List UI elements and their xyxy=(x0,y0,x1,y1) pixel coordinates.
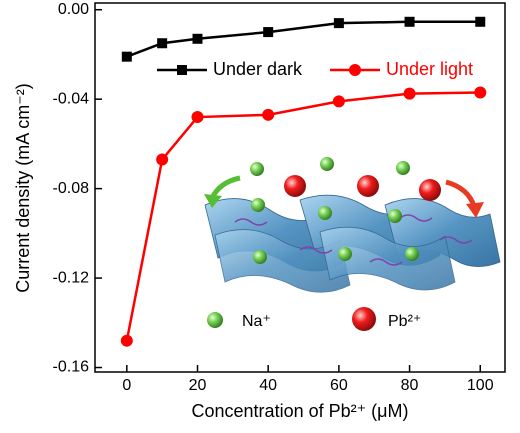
marker xyxy=(156,153,169,166)
marker xyxy=(263,27,274,38)
x-tick-label: 20 xyxy=(189,377,207,394)
marker xyxy=(474,86,487,99)
marker xyxy=(332,95,345,108)
y-tick-label: -0.16 xyxy=(53,359,90,376)
marker xyxy=(333,18,344,29)
annotation: Pb²⁺ xyxy=(388,313,421,330)
marker xyxy=(403,87,416,100)
marker xyxy=(262,108,275,121)
marker xyxy=(157,38,168,49)
x-axis-title: Concentration of Pb²⁺ (μM) xyxy=(192,401,409,421)
legend-marker xyxy=(349,64,361,76)
legend-marker xyxy=(177,65,187,75)
marker xyxy=(120,334,133,347)
y-axis-title: Current density (mA cm⁻²) xyxy=(13,83,33,293)
series-line xyxy=(126,20,481,58)
y-tick-label: -0.08 xyxy=(53,180,90,197)
marker xyxy=(475,16,486,27)
marker xyxy=(121,51,132,62)
x-tick-label: 100 xyxy=(467,377,494,394)
legend-label: Under dark xyxy=(213,59,303,79)
y-tick-label: 0.00 xyxy=(58,1,89,18)
x-tick-label: 60 xyxy=(330,377,348,394)
annotation: Na⁺ xyxy=(242,313,271,330)
x-tick-label: 40 xyxy=(259,377,277,394)
legend-label: Under light xyxy=(386,59,473,79)
y-tick-label: -0.04 xyxy=(53,90,90,107)
y-tick-label: -0.12 xyxy=(53,269,90,286)
x-tick-label: 0 xyxy=(122,377,131,394)
marker xyxy=(191,111,204,124)
illustration xyxy=(204,157,501,331)
x-tick-label: 80 xyxy=(401,377,419,394)
marker xyxy=(404,16,415,27)
plot-frame xyxy=(94,2,506,373)
marker xyxy=(192,33,203,44)
